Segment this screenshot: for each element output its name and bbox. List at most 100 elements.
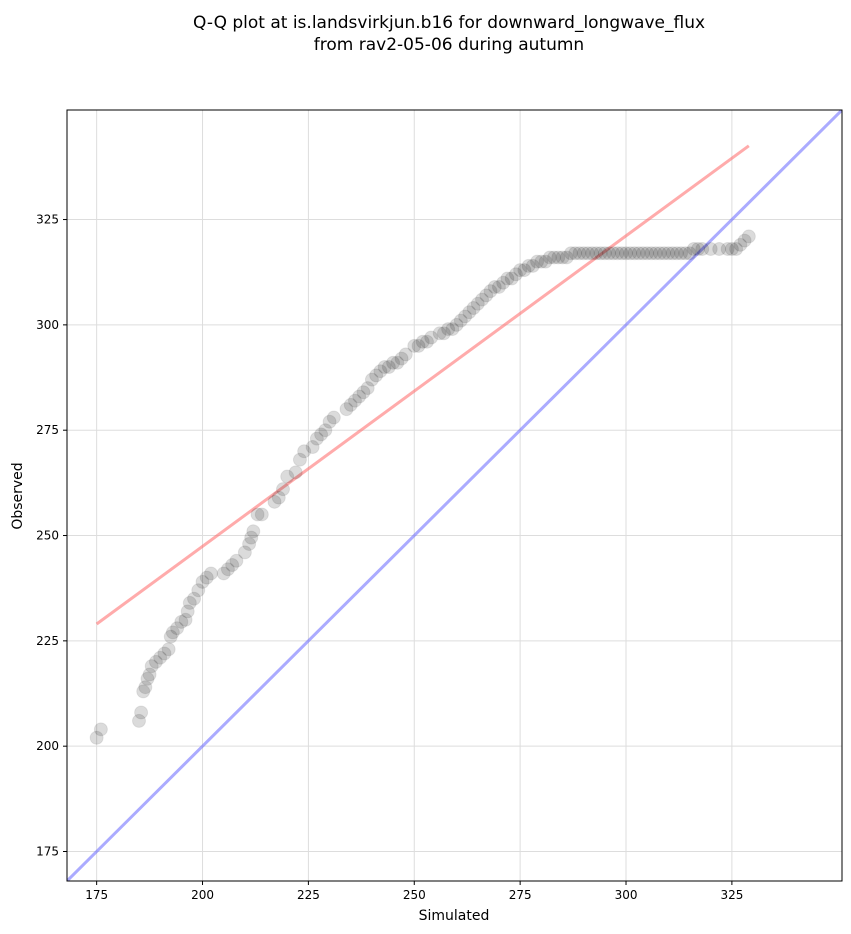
- data-point: [686, 242, 701, 257]
- data-point: [436, 326, 451, 341]
- data-point: [225, 558, 240, 573]
- data-point: [513, 263, 528, 278]
- data-point: [703, 242, 718, 257]
- data-point: [250, 507, 265, 522]
- data-point: [89, 730, 104, 745]
- x-tick-label: 200: [191, 888, 214, 902]
- data-point: [487, 279, 502, 294]
- data-point: [170, 621, 185, 636]
- data-point: [386, 355, 401, 370]
- data-point: [229, 553, 244, 568]
- data-point: [309, 431, 324, 446]
- data-point: [449, 317, 464, 332]
- data-point: [305, 440, 320, 455]
- data-point: [530, 254, 545, 269]
- data-point: [640, 246, 655, 261]
- data-point: [318, 423, 333, 438]
- data-point: [589, 246, 604, 261]
- data-point: [424, 330, 439, 345]
- data-point: [419, 334, 434, 349]
- data-point: [237, 545, 252, 560]
- points-layer: [89, 229, 756, 745]
- data-point: [602, 246, 617, 261]
- data-point: [134, 705, 149, 720]
- data-point: [669, 246, 684, 261]
- data-point: [623, 246, 638, 261]
- data-point: [585, 246, 600, 261]
- data-point: [712, 242, 727, 257]
- x-tick-label: 325: [720, 888, 743, 902]
- data-point: [538, 254, 553, 269]
- data-point: [678, 246, 693, 261]
- plot-frame: [66, 109, 843, 882]
- data-point: [347, 393, 362, 408]
- reference-lines: [67, 110, 842, 881]
- data-point: [216, 566, 231, 581]
- data-point: [203, 566, 218, 581]
- data-point: [657, 246, 672, 261]
- data-point: [441, 322, 456, 337]
- x-tick-label: 175: [85, 888, 108, 902]
- y-tick-label: 300: [36, 318, 59, 332]
- data-point: [648, 246, 663, 261]
- data-point: [475, 292, 490, 307]
- data-point: [491, 279, 506, 294]
- data-point: [187, 591, 202, 606]
- data-point: [619, 246, 634, 261]
- data-point: [390, 355, 405, 370]
- data-point: [542, 250, 557, 265]
- data-point: [356, 385, 371, 400]
- data-point: [504, 271, 519, 286]
- data-point: [695, 242, 710, 257]
- data-point: [733, 237, 748, 252]
- data-point: [297, 444, 312, 459]
- data-point: [242, 536, 257, 551]
- data-point: [644, 246, 659, 261]
- x-tick-label: 250: [403, 888, 426, 902]
- x-tick-label: 300: [615, 888, 638, 902]
- data-point: [180, 604, 195, 619]
- data-point: [661, 246, 676, 261]
- data-point: [576, 246, 591, 261]
- data-point: [610, 246, 625, 261]
- x-tick-label: 225: [297, 888, 320, 902]
- data-point: [547, 250, 562, 265]
- data-point: [322, 414, 337, 429]
- data-point: [741, 229, 756, 244]
- data-point: [292, 452, 307, 467]
- data-point: [195, 574, 210, 589]
- data-point: [631, 246, 646, 261]
- data-point: [432, 326, 447, 341]
- data-point: [458, 309, 473, 324]
- data-point: [534, 254, 549, 269]
- data-point: [140, 671, 155, 686]
- data-point: [691, 242, 706, 257]
- data-point: [369, 368, 384, 383]
- data-point: [326, 410, 341, 425]
- data-point: [174, 614, 189, 629]
- data-point: [381, 360, 396, 374]
- data-point: [568, 246, 583, 261]
- data-point: [445, 322, 460, 337]
- data-point: [635, 246, 650, 261]
- data-point: [407, 338, 422, 353]
- data-point: [652, 246, 667, 261]
- data-point: [199, 570, 214, 585]
- data-point: [597, 246, 612, 261]
- y-axis-label: Observed: [10, 462, 26, 529]
- data-point: [165, 625, 180, 640]
- data-point: [144, 659, 159, 674]
- data-point: [339, 402, 354, 417]
- chart-subtitle: from rav2-05-06 during autumn: [314, 35, 584, 55]
- data-point: [559, 250, 574, 265]
- y-axis: 175 200 225 250 275 300 325: [36, 213, 67, 859]
- data-point: [724, 242, 739, 257]
- data-point: [593, 246, 608, 261]
- data-point: [551, 250, 566, 265]
- data-point: [674, 246, 689, 261]
- data-point: [521, 258, 536, 273]
- data-point: [737, 233, 752, 248]
- x-axis-label: Simulated: [419, 908, 490, 924]
- data-point: [466, 301, 481, 316]
